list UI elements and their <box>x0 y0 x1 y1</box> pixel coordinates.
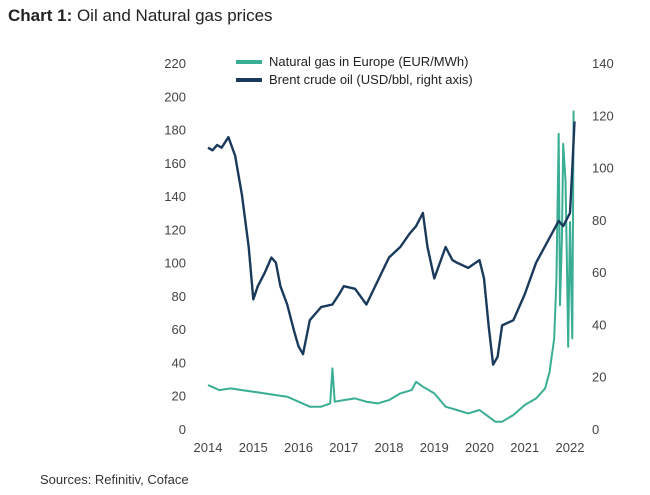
x-tick-label: 2015 <box>239 440 268 455</box>
right-tick-label: 40 <box>592 317 606 332</box>
x-tick-label: 2014 <box>194 440 223 455</box>
source-note: Sources: Refinitiv, Coface <box>40 472 189 487</box>
left-tick-label: 20 <box>172 389 186 404</box>
left-tick-label: 220 <box>164 56 186 71</box>
right-tick-label: 120 <box>592 108 614 123</box>
left-tick-label: 200 <box>164 89 186 104</box>
series-layer <box>207 110 576 423</box>
x-axis: 2014 2015 2016 2017 2018 2019 2020 2021 2022 <box>194 440 585 455</box>
x-tick-label: 2016 <box>284 440 313 455</box>
legend-label: Natural gas in Europe (EUR/MWh) <box>269 54 468 69</box>
x-tick-label: 2021 <box>510 440 539 455</box>
x-tick-label: 2018 <box>375 440 404 455</box>
left-tick-label: 80 <box>172 289 186 304</box>
series-line-brent-oil <box>207 121 576 366</box>
left-tick-label: 100 <box>164 256 186 271</box>
x-tick-label: 2022 <box>556 440 585 455</box>
left-tick-label: 40 <box>172 355 186 370</box>
x-tick-label: 2019 <box>420 440 449 455</box>
left-axis: 0 20 40 60 80 100 120 140 160 180 200 220 <box>164 56 186 437</box>
left-tick-label: 160 <box>164 156 186 171</box>
left-tick-label: 180 <box>164 123 186 138</box>
right-tick-label: 100 <box>592 161 614 176</box>
right-tick-label: 140 <box>592 56 614 71</box>
right-tick-label: 20 <box>592 370 606 385</box>
left-tick-label: 140 <box>164 189 186 204</box>
chart-title-prefix: Chart 1: <box>8 6 73 25</box>
x-tick-label: 2020 <box>465 440 494 455</box>
right-tick-label: 80 <box>592 213 606 228</box>
x-tick-label: 2017 <box>329 440 358 455</box>
right-axis: 0 20 40 60 80 100 120 140 <box>592 56 614 437</box>
chart-title-text: Oil and Natural gas prices <box>72 6 273 25</box>
legend-label: Brent crude oil (USD/bbl, right axis) <box>269 72 473 87</box>
left-tick-label: 60 <box>172 322 186 337</box>
chart-title: Chart 1: Oil and Natural gas prices <box>8 6 273 26</box>
left-tick-label: 0 <box>179 422 186 437</box>
left-tick-label: 120 <box>164 222 186 237</box>
right-tick-label: 60 <box>592 265 606 280</box>
legend: Natural gas in Europe (EUR/MWh) Brent cru… <box>236 54 473 87</box>
series-line-natural-gas <box>207 110 575 423</box>
right-tick-label: 0 <box>592 422 599 437</box>
